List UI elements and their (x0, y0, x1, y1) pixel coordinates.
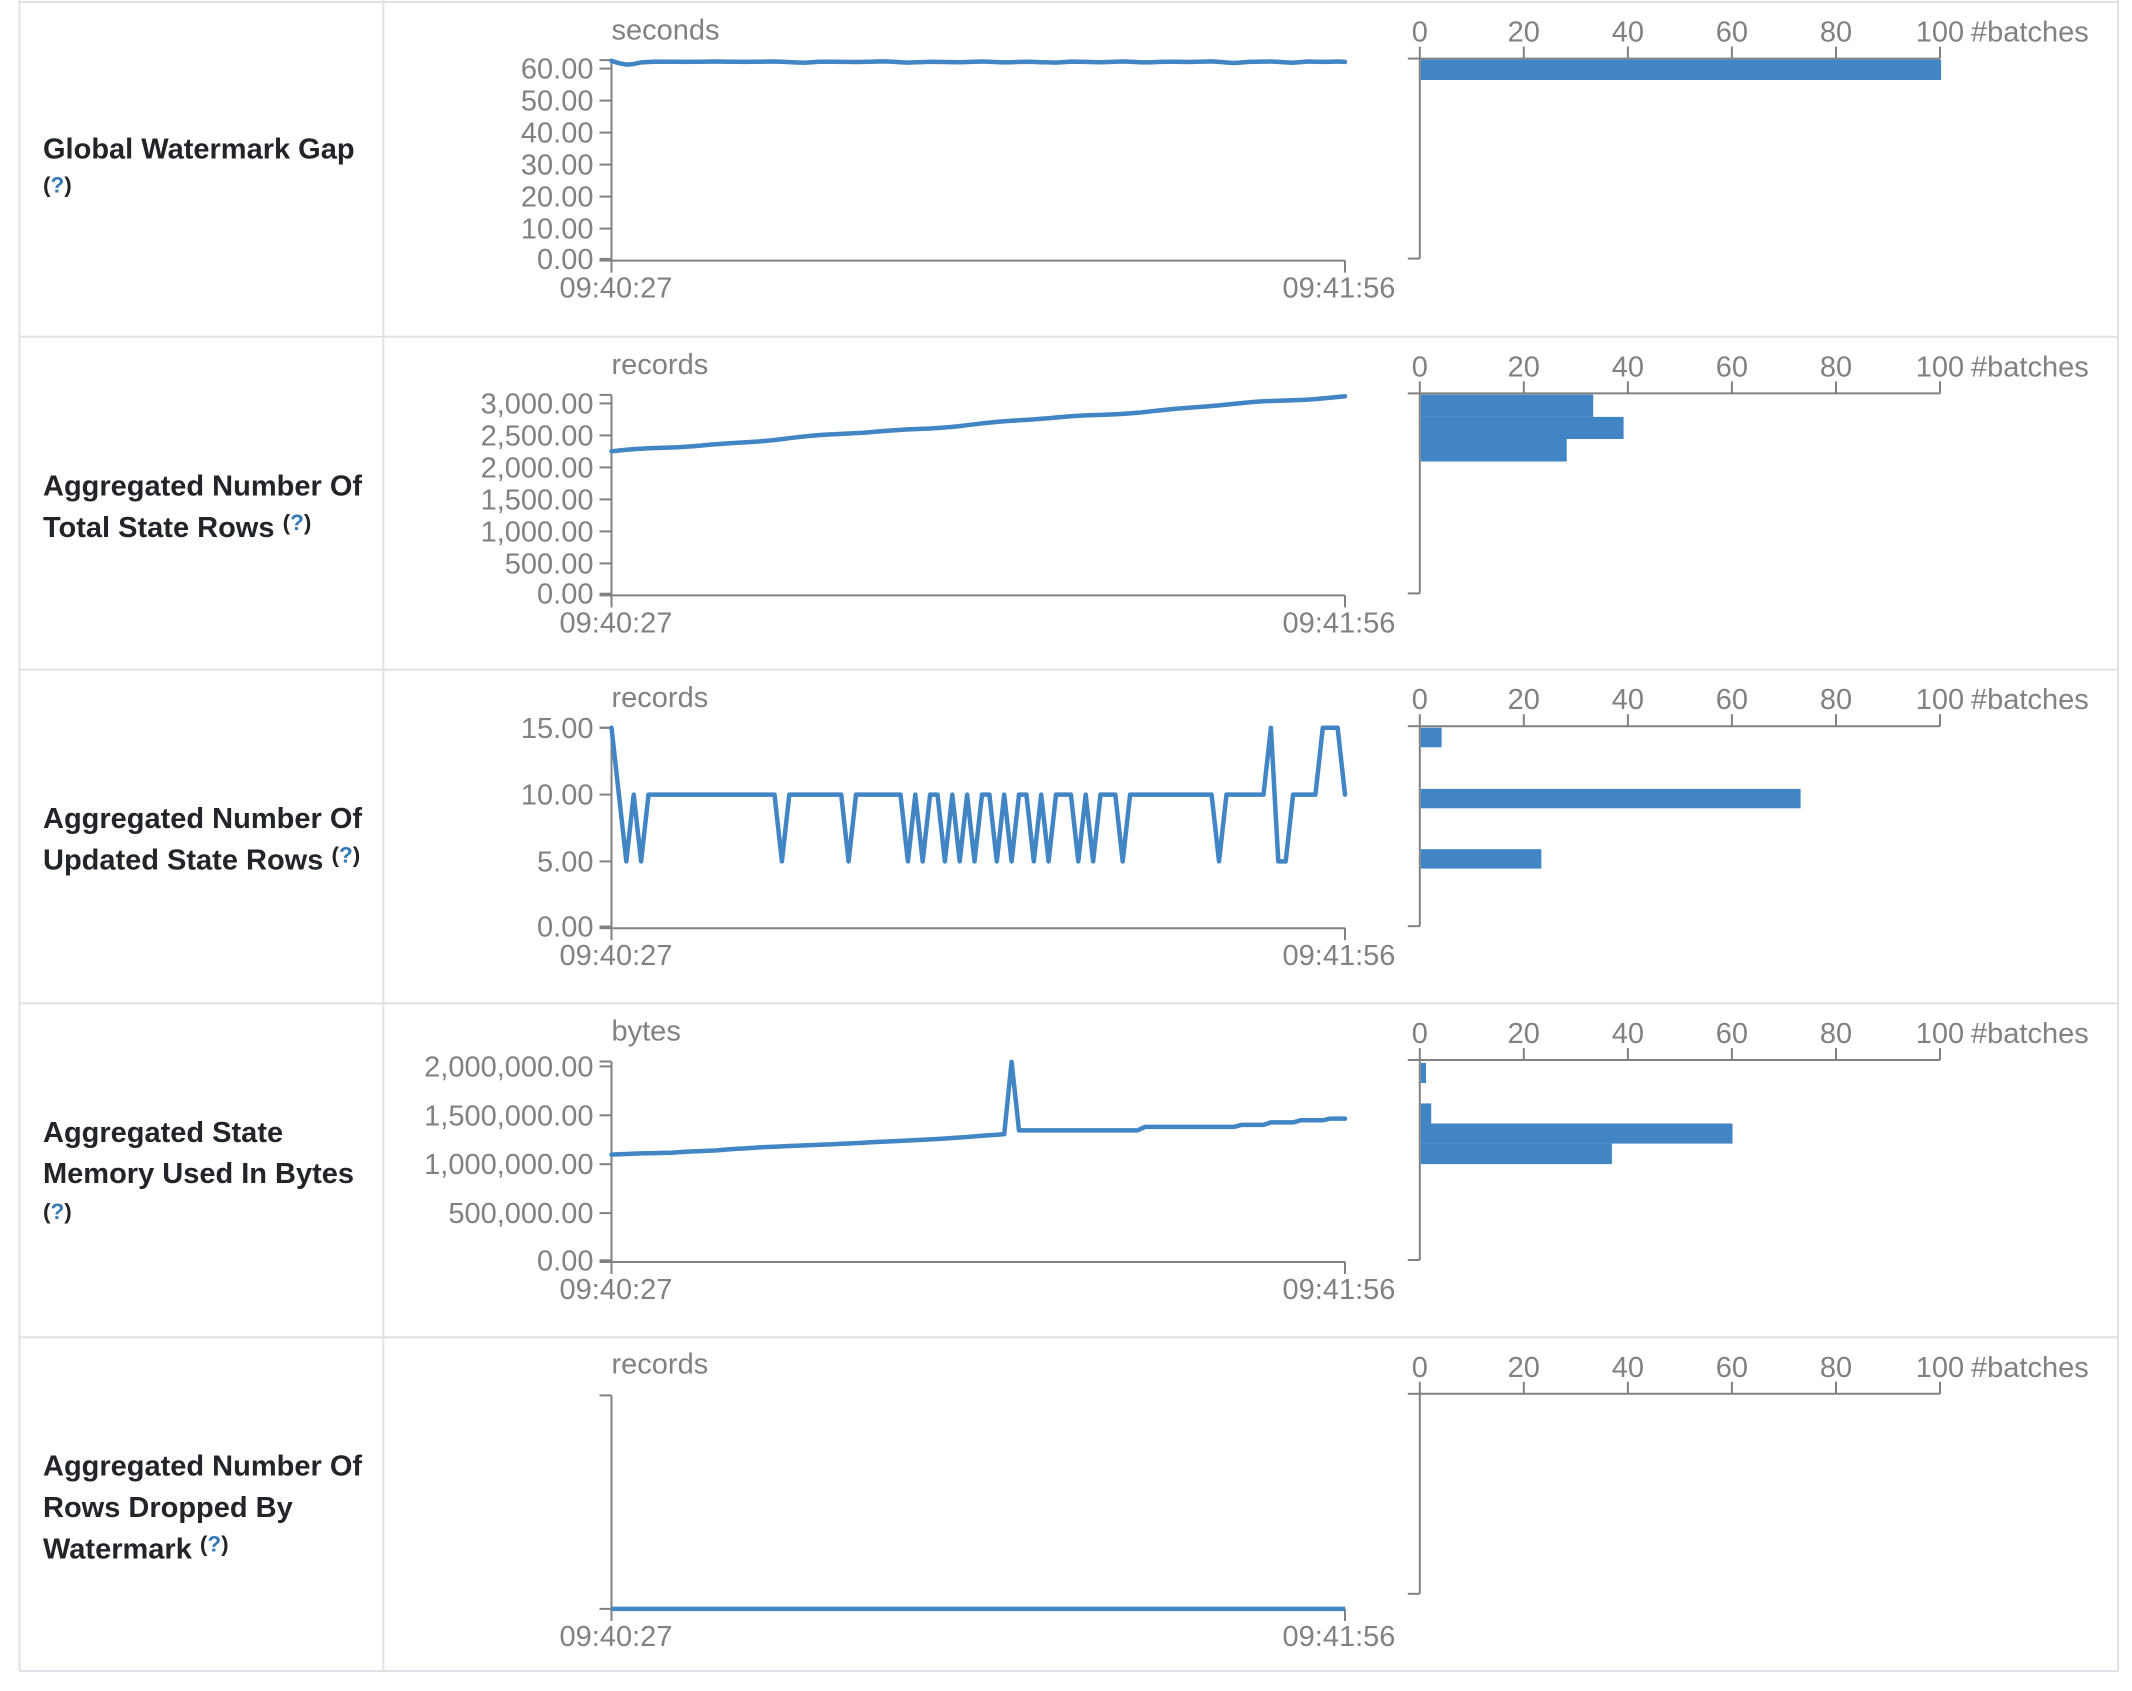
svg-text:2,000.00: 2,000.00 (481, 452, 594, 484)
svg-text:Memory Used In Bytes: Memory Used In Bytes (43, 1158, 354, 1190)
svg-text:60: 60 (1716, 17, 1748, 49)
svg-text:20: 20 (1508, 1352, 1540, 1384)
svg-text:1,000.00: 1,000.00 (481, 516, 594, 548)
svg-text:seconds: seconds (612, 14, 720, 46)
svg-text:Rows Dropped By: Rows Dropped By (43, 1492, 293, 1524)
svg-text:80: 80 (1820, 351, 1852, 383)
svg-text:(?): (?) (43, 172, 72, 197)
svg-text:40: 40 (1612, 351, 1644, 383)
svg-text:Aggregated Number Of: Aggregated Number Of (43, 803, 362, 835)
svg-text:2,000,000.00: 2,000,000.00 (424, 1051, 593, 1083)
svg-text:0.00: 0.00 (537, 244, 593, 276)
svg-text:100: 100 (1916, 1018, 1964, 1050)
svg-text:Updated State Rows (?): Updated State Rows (?) (43, 843, 360, 877)
svg-text:09:40:27: 09:40:27 (560, 607, 673, 639)
svg-text:20: 20 (1508, 1018, 1540, 1050)
svg-text:40: 40 (1612, 1352, 1644, 1384)
svg-text:1,500.00: 1,500.00 (481, 484, 594, 516)
svg-text:0: 0 (1412, 17, 1428, 49)
svg-text:40: 40 (1612, 1018, 1644, 1050)
svg-text:5.00: 5.00 (537, 846, 593, 878)
svg-text:2,500.00: 2,500.00 (481, 420, 594, 452)
svg-text:0: 0 (1412, 1352, 1428, 1384)
svg-text:80: 80 (1820, 1352, 1852, 1384)
svg-text:Aggregated Number Of: Aggregated Number Of (43, 471, 362, 503)
svg-text:0: 0 (1412, 1018, 1428, 1050)
svg-text:100: 100 (1916, 17, 1964, 49)
svg-text:20: 20 (1508, 17, 1540, 49)
svg-text:1,500,000.00: 1,500,000.00 (424, 1100, 593, 1132)
svg-text:80: 80 (1820, 17, 1852, 49)
svg-text:09:40:27: 09:40:27 (560, 1274, 673, 1306)
svg-text:100: 100 (1916, 351, 1964, 383)
svg-text:09:41:56: 09:41:56 (1283, 607, 1396, 639)
svg-text:60: 60 (1716, 1018, 1748, 1050)
svg-text:500.00: 500.00 (505, 548, 594, 580)
svg-text:records: records (612, 682, 709, 714)
svg-text:#batches: #batches (1971, 351, 2089, 383)
svg-text:40.00: 40.00 (521, 118, 594, 150)
svg-text:80: 80 (1820, 684, 1852, 716)
svg-text:100: 100 (1916, 1352, 1964, 1384)
svg-text:500,000.00: 500,000.00 (448, 1198, 593, 1230)
svg-text:15.00: 15.00 (521, 713, 594, 745)
svg-text:Total State Rows (?): Total State Rows (?) (43, 510, 311, 544)
svg-text:100: 100 (1916, 684, 1964, 716)
svg-text:0: 0 (1412, 351, 1428, 383)
svg-text:60: 60 (1716, 351, 1748, 383)
svg-text:20.00: 20.00 (521, 182, 594, 214)
svg-text:50.00: 50.00 (521, 86, 594, 118)
svg-text:#batches: #batches (1971, 17, 2089, 49)
svg-text:Aggregated State: Aggregated State (43, 1117, 283, 1149)
svg-text:40: 40 (1612, 684, 1644, 716)
svg-text:09:40:27: 09:40:27 (560, 273, 673, 305)
svg-text:09:41:56: 09:41:56 (1283, 1274, 1396, 1306)
svg-text:20: 20 (1508, 684, 1540, 716)
svg-text:80: 80 (1820, 1018, 1852, 1050)
svg-text:10.00: 10.00 (521, 780, 594, 812)
svg-text:20: 20 (1508, 351, 1540, 383)
svg-text:0.00: 0.00 (537, 579, 593, 611)
svg-text:60: 60 (1716, 1352, 1748, 1384)
svg-text:10.00: 10.00 (521, 214, 594, 246)
svg-text:Global Watermark Gap: Global Watermark Gap (43, 134, 355, 166)
svg-text:09:41:56: 09:41:56 (1283, 273, 1396, 305)
svg-text:bytes: bytes (612, 1016, 681, 1048)
svg-text:3,000.00: 3,000.00 (481, 388, 594, 420)
svg-text:records: records (612, 1349, 709, 1381)
svg-text:09:40:27: 09:40:27 (560, 1621, 673, 1653)
svg-text:0.00: 0.00 (537, 912, 593, 944)
svg-text:Aggregated Number Of: Aggregated Number Of (43, 1451, 362, 1483)
svg-text:30.00: 30.00 (521, 150, 594, 182)
svg-text:0: 0 (1412, 684, 1428, 716)
svg-text:Watermark (?): Watermark (?) (43, 1532, 229, 1566)
svg-text:records: records (612, 349, 709, 381)
svg-text:#batches: #batches (1971, 684, 2089, 716)
svg-text:(?): (?) (43, 1199, 72, 1224)
svg-text:09:41:56: 09:41:56 (1283, 940, 1396, 972)
svg-text:60: 60 (1716, 684, 1748, 716)
svg-text:40: 40 (1612, 17, 1644, 49)
svg-text:09:40:27: 09:40:27 (560, 940, 673, 972)
svg-text:0.00: 0.00 (537, 1245, 593, 1277)
svg-text:09:41:56: 09:41:56 (1283, 1621, 1396, 1653)
svg-text:60.00: 60.00 (521, 54, 594, 86)
svg-text:#batches: #batches (1971, 1018, 2089, 1050)
svg-text:1,000,000.00: 1,000,000.00 (424, 1149, 593, 1181)
svg-text:#batches: #batches (1971, 1352, 2089, 1384)
